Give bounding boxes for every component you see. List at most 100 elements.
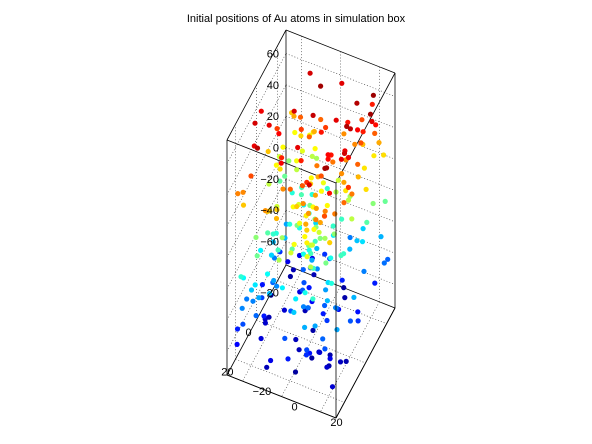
atom-point <box>275 247 281 253</box>
atom-point <box>355 309 361 315</box>
atom-point <box>266 181 272 187</box>
atom-point <box>333 117 339 123</box>
atom-point <box>332 211 338 217</box>
atom-point <box>234 341 240 347</box>
atom-point <box>297 114 304 120</box>
atom-point <box>248 287 255 293</box>
atom-point <box>303 221 309 227</box>
atom-point <box>318 83 324 89</box>
atom-point <box>295 144 301 151</box>
atom-point <box>285 259 291 265</box>
atom-point <box>323 124 329 131</box>
atom-point <box>265 230 271 236</box>
atom-point <box>322 235 328 241</box>
atom-point <box>299 183 306 189</box>
chart-title: Initial positions of Au atoms in simulat… <box>186 13 406 25</box>
atom-point <box>341 150 348 156</box>
atom-point <box>307 70 313 76</box>
atom-point <box>318 116 324 123</box>
atom-point <box>309 257 315 263</box>
atom-point <box>305 210 312 216</box>
atom-point <box>326 190 333 196</box>
z-tick-label: −40 <box>260 205 279 217</box>
atom-point <box>274 207 280 213</box>
atom-point <box>308 264 314 270</box>
atom-point <box>253 234 259 240</box>
atom-point <box>254 145 261 151</box>
y-tick-label: 20 <box>330 417 342 429</box>
atom-point <box>310 296 316 302</box>
atom-point <box>338 252 344 259</box>
atom-point <box>240 321 246 327</box>
atom-point <box>250 298 256 304</box>
atom-point <box>339 277 345 283</box>
z-tick-label: −20 <box>260 174 279 186</box>
atom-point <box>304 227 310 233</box>
atom-point <box>294 203 300 210</box>
x-tick-label: 0 <box>245 327 251 339</box>
atom-point <box>347 234 353 241</box>
tick-labels: −60 −40 −20 0 20 40 60 −20 0 20 −20 0 20 <box>221 49 342 429</box>
atom-point <box>278 160 284 166</box>
atom-point <box>290 267 296 273</box>
y-tick-label: −20 <box>253 386 272 398</box>
atom-point <box>279 235 285 241</box>
atom-point <box>287 186 293 192</box>
atom-point <box>385 256 391 262</box>
atom-point <box>287 273 293 280</box>
atom-point <box>324 165 330 171</box>
atom-point <box>296 347 302 353</box>
atom-point <box>364 219 370 225</box>
atom-point <box>367 111 374 117</box>
atom-point <box>292 129 298 136</box>
atom-point <box>308 250 314 257</box>
atom-point <box>373 122 379 128</box>
atom-point <box>258 247 264 253</box>
atom-point <box>351 294 357 300</box>
atom-point <box>361 165 367 171</box>
atom-point <box>280 144 286 150</box>
atom-point <box>325 152 331 158</box>
atom-point <box>322 346 328 352</box>
atom-point <box>253 313 259 319</box>
atom-point <box>309 153 315 159</box>
atom-point <box>316 229 322 235</box>
atom-point <box>345 184 351 190</box>
atom-point <box>323 287 329 293</box>
atom-point <box>291 241 297 247</box>
atom-point <box>358 140 364 146</box>
atom-point <box>372 280 378 286</box>
data-points <box>234 70 391 390</box>
atom-point <box>355 318 361 324</box>
atom-point <box>309 242 315 248</box>
atom-point <box>324 185 330 192</box>
atom-point <box>322 208 328 214</box>
atom-point <box>274 126 280 132</box>
atom-point <box>294 167 300 173</box>
atom-point <box>345 197 352 203</box>
atom-point <box>347 318 353 324</box>
atom-point <box>327 240 333 246</box>
atom-point <box>306 182 312 188</box>
atom-point <box>311 128 317 135</box>
atom-point <box>276 257 282 263</box>
axis-edge <box>285 29 396 74</box>
atom-point <box>354 100 360 106</box>
atom-point <box>311 226 317 232</box>
atom-point <box>314 163 320 169</box>
atom-point <box>330 159 336 165</box>
atom-point <box>312 323 318 329</box>
atom-point <box>317 349 323 355</box>
atom-point <box>296 252 303 259</box>
atom-point <box>344 123 350 129</box>
atom-point <box>271 277 277 284</box>
axis-edge <box>226 29 287 141</box>
atom-point <box>314 266 320 272</box>
atom-point <box>370 200 376 207</box>
atom-point <box>302 324 308 330</box>
atom-point <box>285 356 291 362</box>
atom-point <box>323 260 329 266</box>
atom-point <box>298 158 304 164</box>
atom-point <box>311 272 317 278</box>
